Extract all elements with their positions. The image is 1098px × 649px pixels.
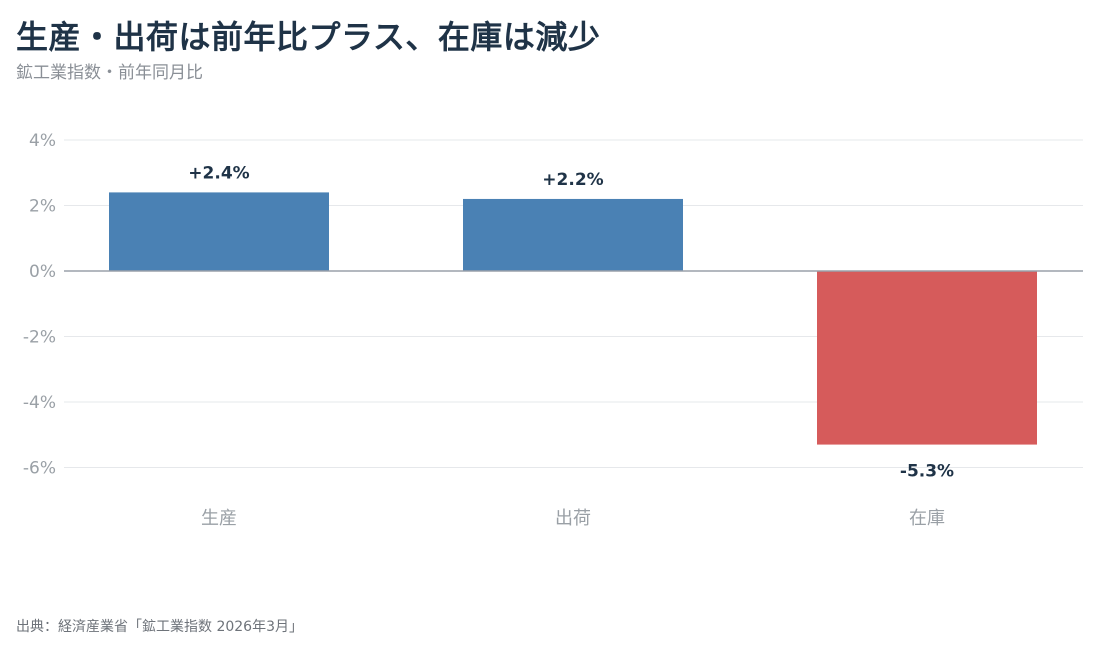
bar-3 — [817, 271, 1037, 445]
data-label: +2.2% — [542, 170, 603, 190]
y-tick-label: -6% — [23, 459, 56, 479]
y-tick-label: 4% — [29, 131, 56, 151]
chart-subtitle: 鉱工業指数・前年同月比 — [16, 63, 203, 83]
x-category-label: 在庫 — [909, 508, 945, 529]
y-tick-label: 2% — [29, 197, 56, 217]
x-category-label: 生産 — [201, 508, 237, 529]
y-tick-label: -2% — [23, 328, 56, 348]
source-note: 出典：経済産業省「鉱工業指数 2026年3月」 — [16, 619, 303, 635]
chart-title: 生産・出荷は前年比プラス、在庫は減少 — [16, 18, 601, 56]
x-category-label: 出荷 — [555, 508, 591, 529]
bar-chart: 4% 2% 0% -2% -4% -6% +2.4% +2.2% -5.3% 生産 出荷 在庫 — [23, 131, 1083, 529]
x-axis-categories: 生産 出荷 在庫 — [201, 508, 945, 529]
bars — [109, 192, 1037, 445]
data-label: +2.4% — [188, 163, 249, 183]
data-label: -5.3% — [900, 462, 954, 482]
bar-2 — [463, 198, 683, 271]
y-axis-ticks: 4% 2% 0% -2% -4% -6% — [23, 131, 56, 479]
data-labels: +2.4% +2.2% -5.3% — [188, 163, 954, 481]
y-tick-label: -4% — [23, 393, 56, 413]
bar-1 — [109, 192, 329, 271]
y-tick-label: 0% — [29, 262, 56, 282]
